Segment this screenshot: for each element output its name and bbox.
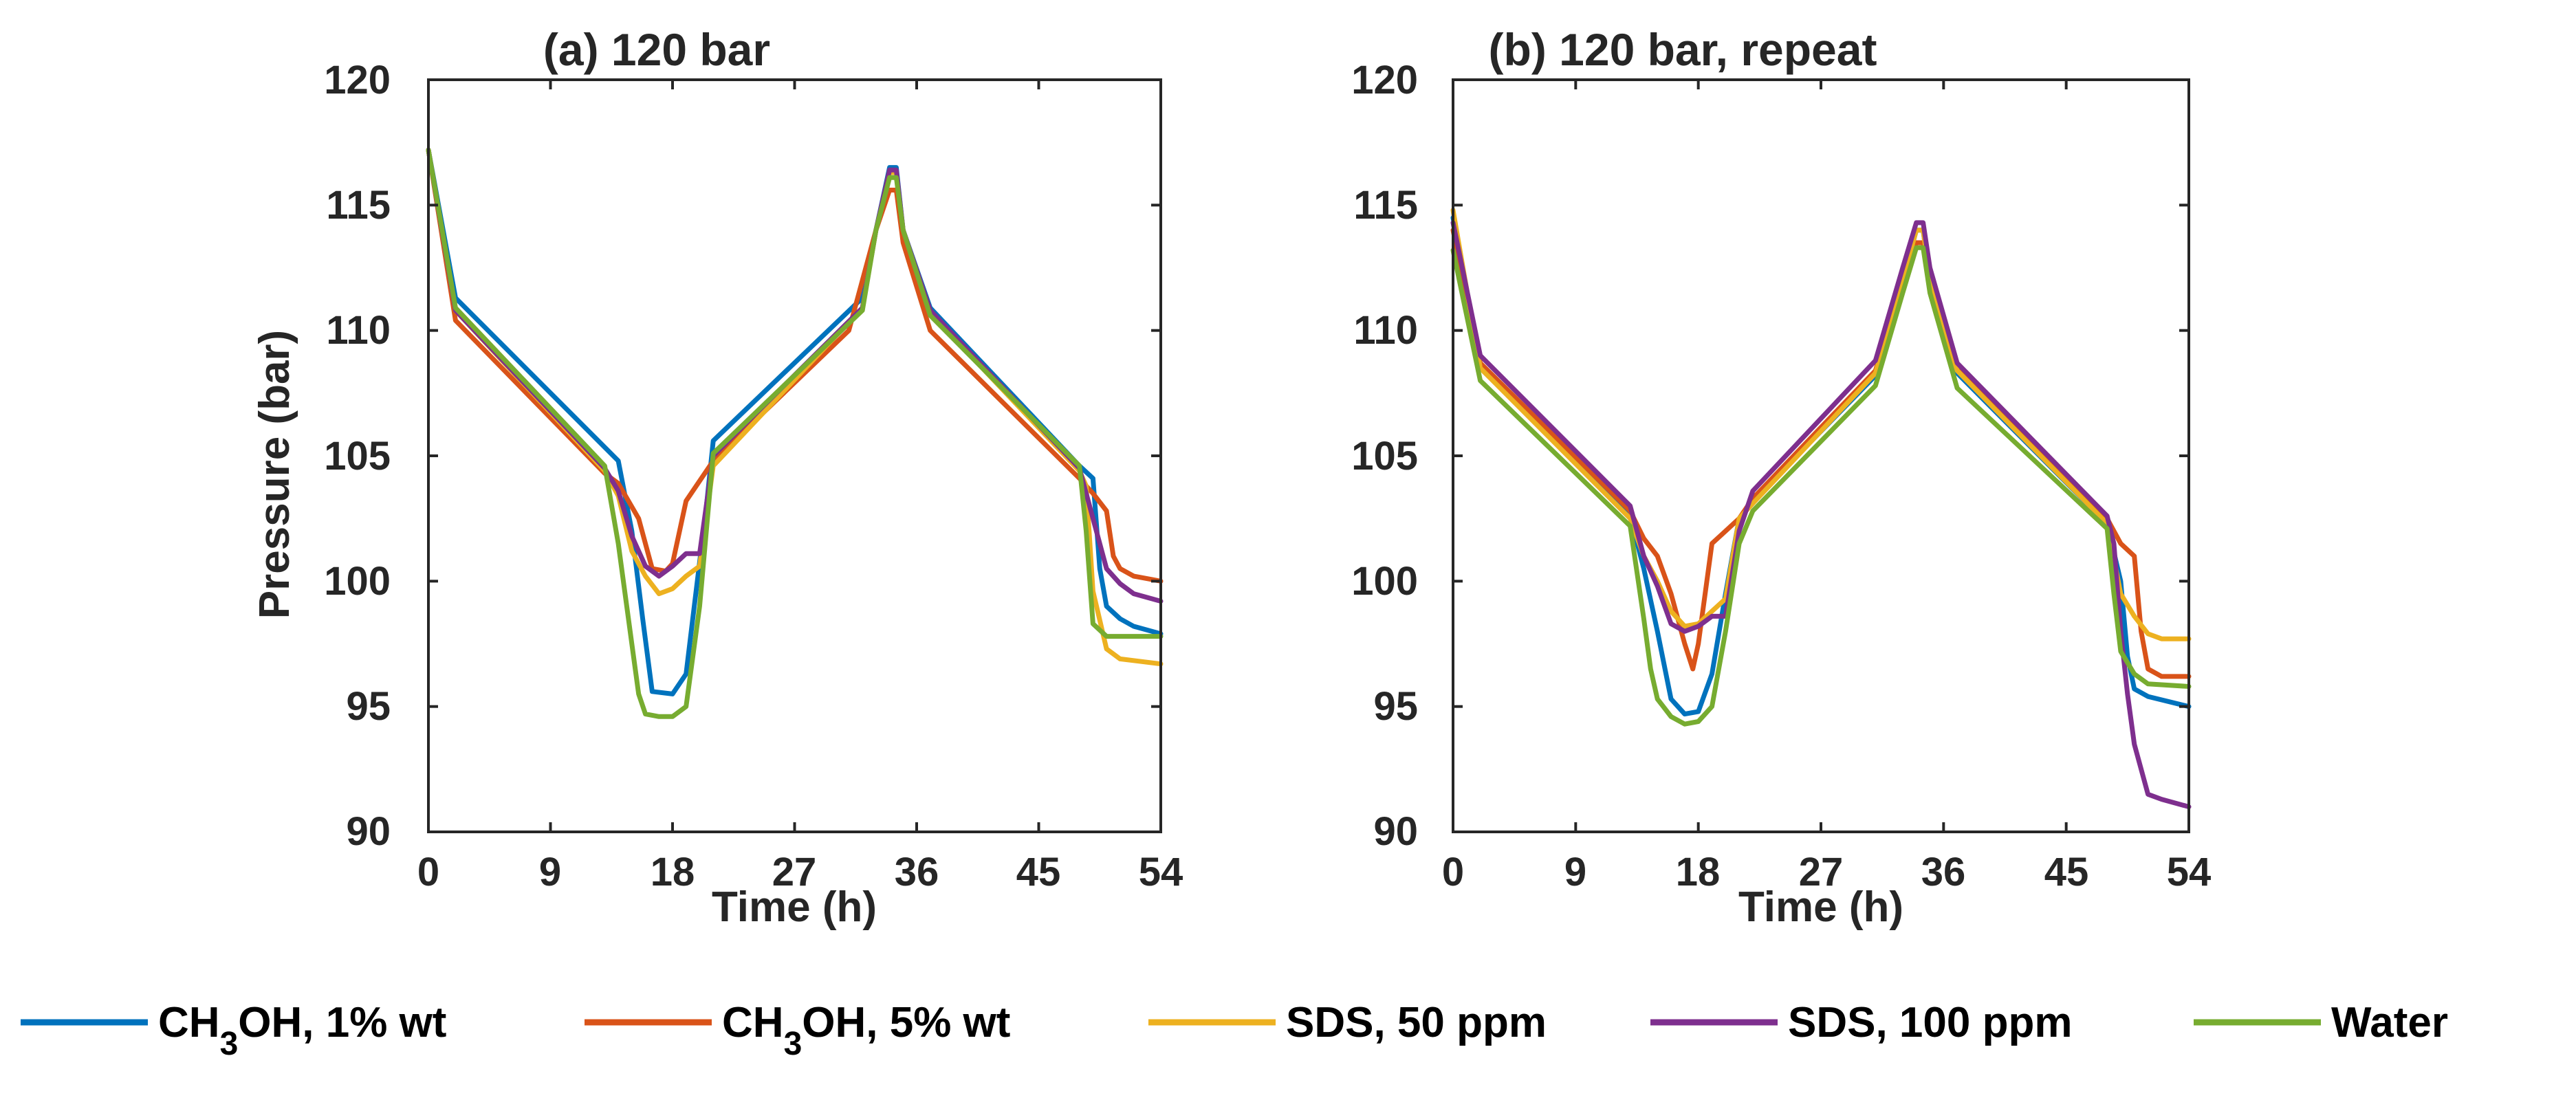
panel-a-ytick-label: 105 (324, 434, 391, 478)
panel-b-series-sds-100-ppm (1450, 220, 2192, 809)
panel-a-yticks: 90 95 100 105 110 115 120 (324, 58, 391, 854)
panel-a-ytick-label: 110 (326, 308, 391, 353)
legend: CH3OH, 1% wt CH3OH, 5% wt SDS, 50 ppm SD… (21, 999, 2448, 1062)
legend-label: CH3OH, 1% wt (158, 999, 446, 1062)
panel-a-xtick-label: 45 (1016, 850, 1061, 894)
panel-b-ytick-label: 95 (1373, 684, 1418, 729)
panel-a-title: (a) 120 bar (543, 24, 770, 75)
legend-label: SDS, 50 ppm (1286, 999, 1547, 1046)
panel-a-xtick-label: 54 (1139, 850, 1183, 894)
legend-entry-ch3oh-5: CH3OH, 5% wt (585, 999, 1010, 1062)
legend-label: SDS, 100 ppm (1788, 999, 2072, 1046)
panel-a-ytick-label: 90 (346, 809, 391, 854)
legend-label: Water (2331, 999, 2448, 1046)
panel-a-ytick-label: 100 (324, 559, 391, 604)
panel-a-xtick-label: 36 (895, 850, 939, 894)
panel-b-yticks: 90 95 100 105 110 115 120 (1351, 58, 1418, 854)
panel-b-xtick-label: 18 (1676, 850, 1721, 894)
panel-b-xtick-label: 27 (1799, 850, 1844, 894)
panel-a-xtick-label: 18 (651, 850, 695, 894)
panel-b-ytick-label: 100 (1351, 559, 1418, 604)
legend-entry-sds-50: SDS, 50 ppm (1148, 999, 1547, 1046)
panel-b-xtick-label: 45 (2044, 850, 2089, 894)
panel-a-ylabel: Pressure (bar) (251, 330, 298, 619)
panel-b-ytick-label: 115 (1353, 183, 1418, 228)
legend-label: CH3OH, 5% wt (722, 999, 1010, 1062)
panel-b-title: (b) 120 bar, repeat (1489, 24, 1877, 75)
panel-b-ytick-label: 90 (1373, 809, 1418, 854)
legend-entry-ch3oh-1: CH3OH, 1% wt (21, 999, 446, 1062)
panel-b-xtick-label: 0 (1442, 850, 1464, 894)
legend-entry-sds-100: SDS, 100 ppm (1650, 999, 2072, 1046)
panel-a-xticks: 0 9 18 27 36 45 54 (417, 850, 1183, 894)
panel-a-xtick-label: 0 (417, 850, 439, 894)
panel-a-xtick-label: 27 (772, 850, 817, 894)
panel-a-xtick-label: 9 (539, 850, 561, 894)
panel-a-ytick-label: 115 (326, 183, 391, 228)
panel-a-ytick-label: 95 (346, 684, 391, 729)
panel-b-ytick-label: 120 (1351, 58, 1418, 102)
panel-a-series-water (426, 147, 1164, 719)
panel-b-xticks: 0 9 18 27 36 45 54 (1442, 850, 2211, 894)
panel-b: (b) 120 bar, repeat Time (h) 90 95 100 1… (1351, 24, 2211, 931)
panel-a-xlabel: Time (h) (712, 883, 877, 931)
panel-b-xtick-label: 9 (1564, 850, 1586, 894)
panel-b-ytick-label: 110 (1353, 308, 1418, 353)
legend-entry-water: Water (2194, 999, 2448, 1046)
panel-b-xtick-label: 36 (1921, 850, 1966, 894)
panel-b-xtick-label: 54 (2167, 850, 2212, 894)
panel-a-ytick-label: 120 (324, 58, 391, 102)
panel-a: (a) 120 bar Pressure (bar) Time (h) 90 9… (251, 24, 1183, 931)
panel-b-xlabel: Time (h) (1738, 883, 1903, 931)
panel-b-plot-area (1450, 78, 2192, 833)
panel-a-plot-area (426, 78, 1164, 833)
panel-b-series-ch3oh-5-wt (1450, 228, 2192, 679)
panel-b-ytick-label: 105 (1351, 434, 1418, 478)
panel-b-series-water (1450, 245, 2192, 727)
